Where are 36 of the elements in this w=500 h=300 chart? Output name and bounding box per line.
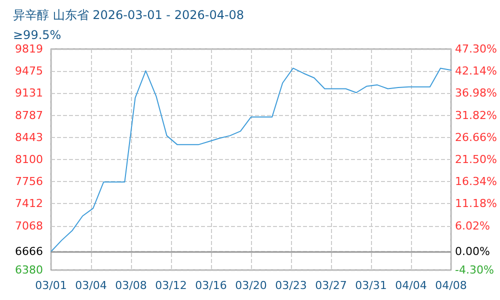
y-tick-label: 9475	[15, 64, 43, 78]
x-tick-label: 03/16	[195, 279, 227, 292]
y2-tick-label: 11.18%	[455, 197, 497, 210]
x-tick-label: 04/04	[395, 279, 427, 292]
y2-tick-label: -4.30%	[455, 264, 494, 276]
x-tick-label: 03/01	[35, 279, 67, 292]
x-tick-label: 04/08	[435, 279, 467, 292]
y2-tick-label: 36.98%	[455, 86, 497, 100]
x-tick-label: 03/27	[315, 279, 347, 292]
y-tick-label: 6666	[15, 245, 43, 258]
y2-tick-label: 26.66%	[455, 130, 497, 144]
y2-tick-label: 42.14%	[455, 64, 497, 78]
y-tick-label: 9131	[15, 86, 43, 100]
y2-tick-label: 16.34%	[455, 175, 497, 188]
x-tick-label: 03/08	[115, 279, 147, 292]
y-tick-label: 8100	[15, 152, 43, 166]
y2-tick-label: 0.00%	[455, 245, 490, 258]
chart-title: 异辛醇 山东省 2026-03-01 - 2026-04-08	[13, 8, 244, 22]
y-tick-label: 9819	[15, 42, 43, 56]
chart-subtitle: ≥99.5%	[13, 28, 62, 42]
x-tick-label: 03/12	[155, 279, 187, 292]
y-tick-label: 8443	[15, 130, 43, 144]
x-tick-label: 03/20	[235, 279, 267, 292]
y2-tick-label: 31.82%	[455, 108, 497, 122]
x-tick-label: 03/23	[275, 279, 307, 292]
y-tick-label: 8787	[15, 108, 43, 122]
y2-tick-label: 21.50%	[455, 153, 497, 166]
y-tick-label: 7068	[15, 219, 43, 232]
y2-tick-label: 47.30%	[455, 42, 497, 56]
y2-tick-label: 6.02%	[455, 219, 490, 232]
y-tick-label: 7412	[15, 197, 43, 210]
x-tick-label: 03/04	[75, 279, 107, 292]
x-tick-label: 03/31	[355, 279, 387, 292]
line-series	[50, 68, 452, 252]
y-tick-label: 6380	[15, 264, 43, 276]
y-tick-label: 7756	[15, 175, 43, 188]
